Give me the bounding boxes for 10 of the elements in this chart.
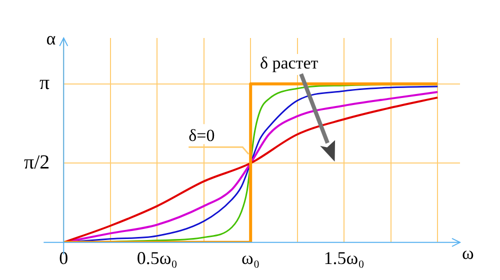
y-tick-label: π (40, 72, 50, 94)
annotation: δ растет (260, 53, 319, 72)
x-tick-label: 1.5ω₀ (324, 248, 364, 268)
x-tick-label: 0 (59, 248, 68, 268)
annotation: δ=0 (188, 126, 215, 146)
x-tick-label: 0.5ω₀ (136, 248, 178, 268)
x-tick-label: ω₀ (242, 248, 260, 268)
y-axis-title: α (46, 28, 56, 49)
x-axis-title: ω (462, 243, 474, 264)
y-tick-label: π/2 (24, 151, 50, 174)
